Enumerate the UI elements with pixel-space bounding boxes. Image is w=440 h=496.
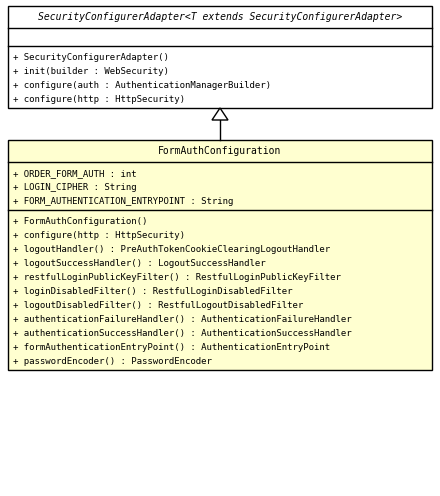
Text: + authenticationSuccessHandler() : AuthenticationSuccessHandler: + authenticationSuccessHandler() : Authe… [13,329,352,338]
Text: + authenticationFailureHandler() : AuthenticationFailureHandler: + authenticationFailureHandler() : Authe… [13,315,352,324]
Text: + formAuthenticationEntryPoint() : AuthenticationEntryPoint: + formAuthenticationEntryPoint() : Authe… [13,343,330,352]
Polygon shape [212,108,228,120]
Text: + init(builder : WebSecurity): + init(builder : WebSecurity) [13,67,169,76]
Text: + FormAuthConfiguration(): + FormAuthConfiguration() [13,217,147,226]
Text: + configure(http : HttpSecurity): + configure(http : HttpSecurity) [13,231,185,240]
Text: FormAuthConfiguration: FormAuthConfiguration [158,146,282,156]
Bar [8,6,432,108]
Text: + LOGIN_CIPHER : String: + LOGIN_CIPHER : String [13,183,137,192]
Text: SecurityConfigurerAdapter<T extends SecurityConfigurerAdapter>: SecurityConfigurerAdapter<T extends Secu… [38,12,402,22]
Text: + logoutSuccessHandler() : LogoutSuccessHandler: + logoutSuccessHandler() : LogoutSuccess… [13,259,266,268]
Text: + loginDisabledFilter() : RestfulLoginDisabledFilter: + loginDisabledFilter() : RestfulLoginDi… [13,287,293,296]
Text: + FORM_AUTHENTICATION_ENTRYPOINT : String: + FORM_AUTHENTICATION_ENTRYPOINT : Strin… [13,197,233,206]
Text: + passwordEncoder() : PasswordEncoder: + passwordEncoder() : PasswordEncoder [13,357,212,366]
Bar [8,140,432,370]
Text: + configure(http : HttpSecurity): + configure(http : HttpSecurity) [13,95,185,104]
Text: + restfulLoginPublicKeyFilter() : RestfulLoginPublicKeyFilter: + restfulLoginPublicKeyFilter() : Restfu… [13,273,341,282]
Text: + logoutHandler() : PreAuthTokenCookieClearingLogoutHandler: + logoutHandler() : PreAuthTokenCookieCl… [13,245,330,254]
Text: + configure(auth : AuthenticationManagerBuilder): + configure(auth : AuthenticationManager… [13,81,271,90]
Text: + SecurityConfigurerAdapter(): + SecurityConfigurerAdapter() [13,53,169,62]
Text: + ORDER_FORM_AUTH : int: + ORDER_FORM_AUTH : int [13,169,137,178]
Text: + logoutDisabledFilter() : RestfulLogoutDisabledFilter: + logoutDisabledFilter() : RestfulLogout… [13,301,303,310]
